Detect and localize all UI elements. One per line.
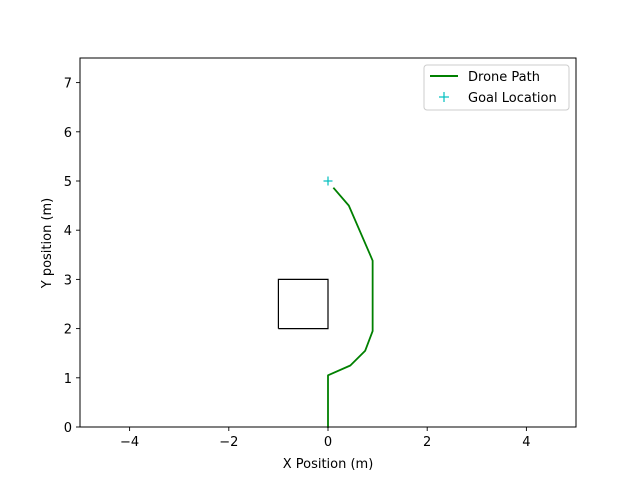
obstacle-rectangle [277,278,329,330]
y-tick-label: 6 [64,126,72,141]
x-tick-label: 0 [324,435,332,450]
x-axis-ticks: −4 −2 0 2 4 [120,427,531,450]
y-tick-label: 0 [64,421,72,436]
legend-label-drone-path: Drone Path [468,70,540,85]
x-tick-label: −4 [120,435,139,450]
x-axis-label: X Position (m) [283,457,374,472]
y-tick-label: 2 [64,323,72,338]
x-tick-label: 4 [522,435,530,450]
y-tick-label: 4 [64,224,72,239]
x-tick-label: −2 [219,435,238,450]
y-axis-ticks: 0 1 2 3 4 5 6 7 [64,77,80,436]
x-tick-label: 2 [423,435,431,450]
goal-location-marker [323,176,333,186]
series-line-drone-path [327,187,374,428]
y-tick-label: 1 [64,372,72,387]
y-tick-label: 5 [64,175,72,190]
y-tick-label: 3 [64,273,72,288]
y-axis-label: Y position (m) [40,198,55,290]
legend-swatch-goal-location [439,92,449,102]
legend-label-goal-location: Goal Location [468,91,557,106]
legend: Drone Path Goal Location [423,64,570,111]
y-tick-label: 7 [64,77,72,92]
legend-box [423,64,570,111]
